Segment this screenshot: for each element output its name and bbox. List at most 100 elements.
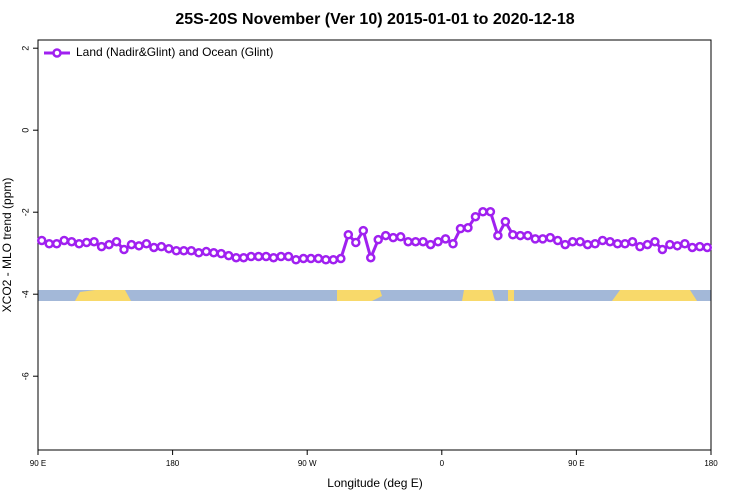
data-point: [627, 236, 638, 247]
data-point: [126, 239, 137, 250]
data-point: [119, 244, 129, 255]
data-point: [582, 239, 593, 250]
data-point: [44, 239, 54, 249]
data-point: [328, 255, 339, 265]
data-point: [253, 251, 264, 262]
data-point: [590, 239, 600, 249]
data-point: [171, 245, 182, 256]
data-point: [575, 236, 585, 247]
data-point: [485, 207, 496, 217]
data-point: [403, 236, 413, 247]
legend-label: Land (Nadir&Glint) and Ocean (Glint): [76, 45, 273, 59]
land-band: [612, 290, 697, 301]
data-point: [695, 241, 705, 252]
data-point: [560, 239, 570, 250]
data-point: [515, 230, 526, 241]
data-point: [418, 236, 428, 247]
data-point: [96, 241, 107, 252]
data-point: [66, 236, 77, 247]
data-point: [51, 239, 62, 249]
data-point: [111, 236, 122, 247]
data-point: [366, 252, 376, 263]
data-point: [216, 248, 226, 259]
data-point: [283, 251, 294, 262]
data-point: [238, 252, 249, 263]
land-band: [462, 290, 495, 301]
land-band: [508, 290, 514, 301]
data-point: [448, 239, 458, 249]
data-point: [642, 239, 653, 250]
data-point: [380, 230, 391, 241]
data-point: [620, 239, 630, 249]
data-point: [538, 234, 548, 244]
data-point: [36, 235, 47, 246]
data-point: [657, 244, 668, 255]
data-point: [493, 230, 503, 241]
data-point: [186, 245, 197, 256]
data-point: [291, 255, 301, 265]
data-point: [680, 239, 690, 249]
y-tick-label: -6: [20, 372, 30, 380]
data-point: [687, 242, 698, 253]
data-point: [194, 248, 204, 258]
data-point: [306, 253, 316, 264]
land-band: [337, 290, 382, 301]
data-point: [702, 242, 713, 253]
data-point: [552, 235, 563, 246]
data-point: [508, 230, 518, 240]
data-point: [597, 235, 608, 246]
data-point: [635, 241, 645, 252]
data-point: [81, 237, 92, 248]
data-point: [500, 216, 511, 227]
data-point: [59, 235, 69, 246]
data-point: [545, 232, 555, 243]
y-tick-label: -4: [20, 290, 30, 298]
data-point: [201, 246, 211, 257]
data-point: [470, 211, 481, 222]
series-line: [41, 210, 708, 263]
data-point: [179, 245, 189, 256]
data-point: [665, 239, 675, 250]
data-point: [268, 252, 279, 263]
x-tick-label: 180: [166, 459, 180, 468]
data-point: [463, 223, 473, 233]
x-tick-label: 90 E: [30, 459, 46, 468]
y-tick-label: -2: [20, 208, 30, 216]
data-point: [321, 255, 331, 265]
data-point: [373, 234, 383, 245]
data-point: [149, 242, 159, 253]
data-point: [276, 251, 286, 262]
legend-marker: [52, 48, 62, 58]
data-point: [388, 232, 398, 243]
y-axis-label: XCO2 - MLO trend (ppm): [0, 178, 14, 313]
data-point: [478, 207, 488, 217]
data-point: [261, 251, 271, 262]
data-point: [650, 236, 660, 247]
chart-title: 25S-20S November (Ver 10) 2015-01-01 to …: [175, 11, 574, 28]
data-point: [74, 239, 84, 249]
y-tick-label: 2: [20, 46, 30, 51]
data-point: [336, 253, 346, 264]
data-point: [134, 241, 144, 251]
x-tick-label: 0: [440, 459, 445, 468]
x-tick-label: 90 W: [298, 459, 317, 468]
data-point: [612, 239, 623, 249]
data-point: [567, 236, 578, 247]
data-point: [343, 230, 354, 240]
data-point: [523, 230, 533, 241]
data-point: [410, 236, 421, 247]
data-point: [455, 223, 466, 234]
data-point: [672, 241, 683, 251]
data-point: [89, 236, 99, 247]
x-tick-label: 90 E: [568, 459, 584, 468]
data-point: [530, 234, 541, 244]
data-point: [208, 248, 219, 258]
data-point: [433, 236, 443, 247]
data-point: [231, 252, 241, 263]
data-point: [246, 251, 256, 262]
x-tick-label: 180: [704, 459, 718, 468]
data-point: [440, 234, 451, 244]
data-point: [156, 241, 167, 252]
data-point: [104, 239, 114, 250]
